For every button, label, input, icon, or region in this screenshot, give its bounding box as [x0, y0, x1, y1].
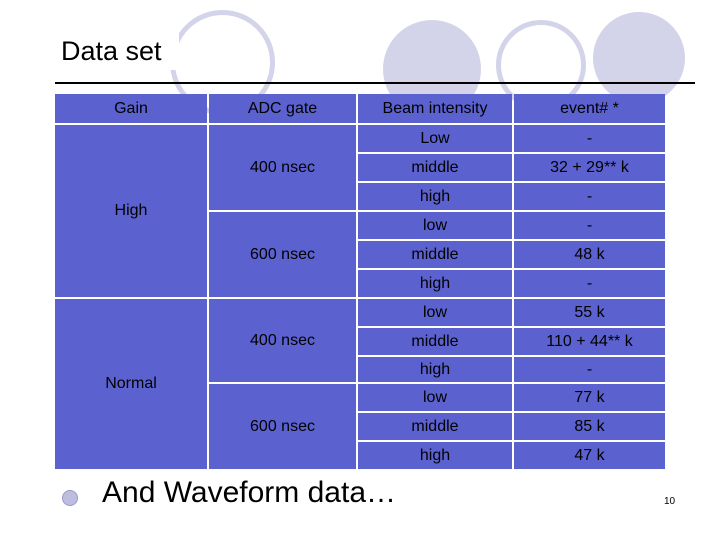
- gate-cell: 400 nsec: [209, 299, 356, 382]
- bullet-text: And Waveform data…: [102, 476, 397, 509]
- intensity-cell: middle: [358, 413, 512, 440]
- gate-cell: 400 nsec: [209, 125, 356, 210]
- gain-normal: Normal: [55, 299, 207, 469]
- header-event: event# *: [514, 94, 665, 123]
- intensity-cell: middle: [358, 154, 512, 181]
- decor-circle-4: [593, 12, 685, 104]
- event-cell: -: [514, 212, 665, 239]
- event-cell: 47 k: [514, 442, 665, 469]
- intensity-cell: Low: [358, 125, 512, 152]
- event-cell: 48 k: [514, 241, 665, 268]
- event-cell: 77 k: [514, 384, 665, 411]
- event-cell: 110 + 44** k: [514, 328, 665, 355]
- page-number: 10: [664, 496, 676, 507]
- intensity-cell: high: [358, 270, 512, 297]
- intensity-cell: high: [358, 357, 512, 382]
- event-cell: 32 + 29** k: [514, 154, 665, 181]
- header-gain: Gain: [55, 94, 207, 123]
- gate-cell: 600 nsec: [209, 212, 356, 297]
- intensity-cell: middle: [358, 241, 512, 268]
- event-cell: -: [514, 125, 665, 152]
- slide-title: Data set: [61, 36, 162, 66]
- event-cell: -: [514, 183, 665, 210]
- intensity-cell: high: [358, 183, 512, 210]
- intensity-cell: low: [358, 212, 512, 239]
- event-cell: 55 k: [514, 299, 665, 326]
- event-cell: 85 k: [514, 413, 665, 440]
- title-underline: [55, 82, 695, 84]
- title-background: [55, 32, 179, 70]
- header-adc-gate: ADC gate: [209, 94, 356, 123]
- intensity-cell: low: [358, 299, 512, 326]
- bullet-icon: [62, 490, 78, 506]
- intensity-cell: middle: [358, 328, 512, 355]
- gain-high: High: [55, 125, 207, 297]
- intensity-cell: high: [358, 442, 512, 469]
- gate-cell: 600 nsec: [209, 384, 356, 469]
- intensity-cell: low: [358, 384, 512, 411]
- event-cell: -: [514, 270, 665, 297]
- event-cell: -: [514, 357, 665, 382]
- header-beam-intensity: Beam intensity: [358, 94, 512, 123]
